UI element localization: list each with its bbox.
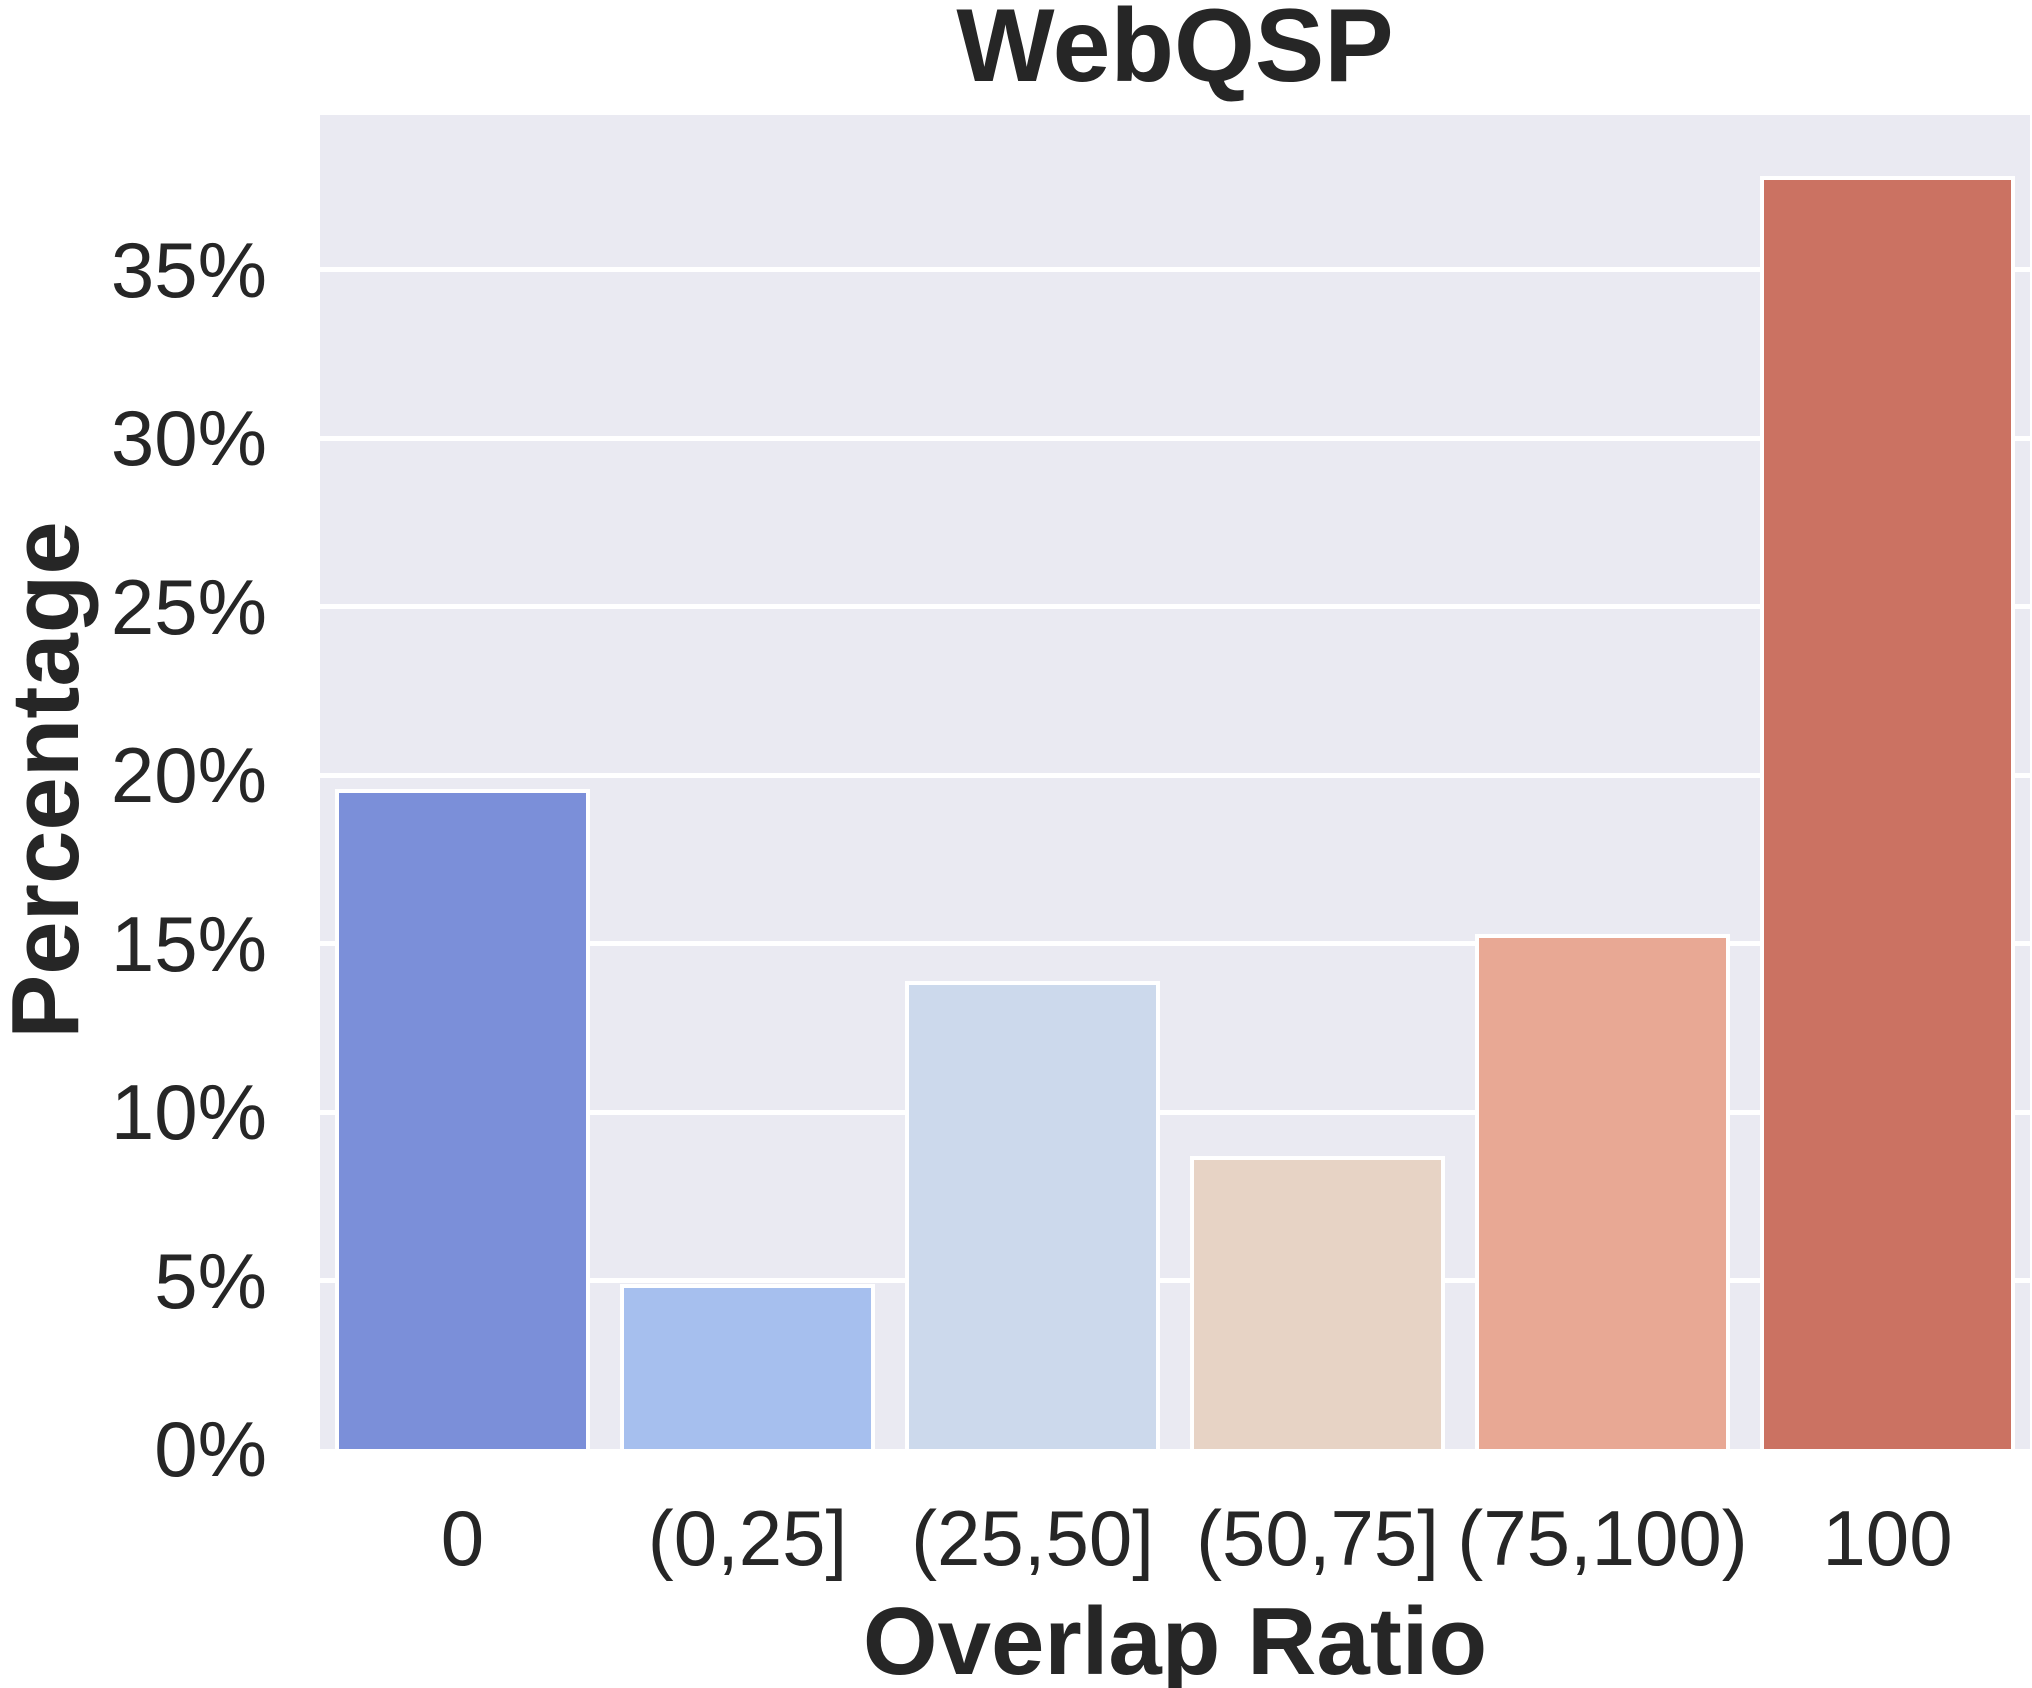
x-axis-label: Overlap Ratio	[862, 1588, 1488, 1688]
x-tick-label-(0,25]: (0,25]	[647, 1494, 848, 1582]
y-tick-label-5: 5%	[154, 1236, 267, 1325]
y-tick-label-30: 30%	[110, 394, 267, 483]
y-tick-label-35: 35%	[110, 225, 267, 314]
gridline-10	[320, 1109, 2030, 1115]
chart-title: WebQSP	[956, 0, 1394, 104]
bar-(50,75]	[1190, 1156, 1445, 1449]
y-tick-label-25: 25%	[110, 562, 267, 651]
gridline-20	[320, 772, 2030, 778]
gridline-5	[320, 1278, 2030, 1284]
bar-(0,25]	[620, 1284, 875, 1449]
gridline-25	[320, 604, 2030, 610]
x-tick-label-(25,50]: (25,50]	[911, 1494, 1154, 1582]
gridline-30	[320, 435, 2030, 441]
x-tick-label-100: 100	[1822, 1494, 1953, 1582]
y-axis-label: Percentage	[0, 521, 99, 1039]
bar-0	[335, 789, 590, 1449]
bar-(75,100)	[1475, 934, 1730, 1449]
bar-100	[1760, 176, 2015, 1449]
x-tick-label-0: 0	[440, 1494, 485, 1582]
x-tick-label-(75,100): (75,100)	[1457, 1494, 1748, 1582]
y-tick-label-10: 10%	[110, 1068, 267, 1157]
y-tick-label-20: 20%	[110, 731, 267, 820]
y-tick-label-0: 0%	[154, 1405, 267, 1493]
bar-(25,50]	[905, 981, 1160, 1449]
plot-area	[320, 115, 2030, 1449]
x-tick-label-(50,75]: (50,75]	[1196, 1494, 1439, 1582]
y-tick-label-15: 15%	[110, 899, 267, 988]
gridline-15	[320, 941, 2030, 947]
gridline-35	[320, 267, 2030, 273]
